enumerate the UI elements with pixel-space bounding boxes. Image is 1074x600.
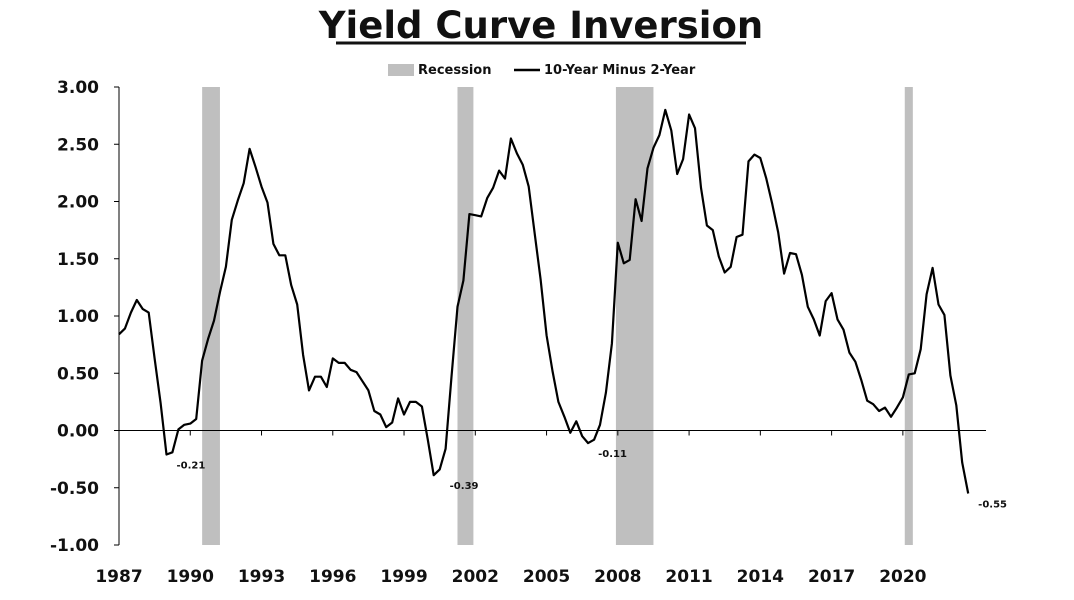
x-tick-label-8: 2011 bbox=[665, 567, 712, 587]
x-tick-label-11: 2020 bbox=[879, 567, 926, 587]
recession-band-3 bbox=[904, 87, 913, 545]
x-tick-label-0: 1987 bbox=[95, 567, 142, 587]
y-tick-label-0: 3.00 bbox=[57, 78, 99, 98]
y-tick-label-3: 1.50 bbox=[57, 250, 99, 270]
y-tick-label-2: 2.00 bbox=[57, 193, 99, 213]
legend-recession-swatch bbox=[388, 64, 414, 76]
x-tick-label-7: 2008 bbox=[594, 567, 641, 587]
x-tick-label-2: 1993 bbox=[238, 567, 285, 587]
legend: Recession 10-Year Minus 2-Year bbox=[388, 63, 696, 78]
x-tick-label-9: 2014 bbox=[737, 567, 784, 587]
y-tick-label-4: 1.00 bbox=[57, 307, 99, 327]
annotation-label-1: -0.39 bbox=[450, 481, 479, 492]
x-tick-label-6: 2005 bbox=[523, 567, 570, 587]
chart-title: Yield Curve Inversion bbox=[318, 4, 764, 47]
series-line-10yr-minus-2yr bbox=[118, 108, 970, 494]
x-tick-label-4: 1999 bbox=[380, 567, 427, 587]
recession-band-2 bbox=[615, 87, 654, 545]
x-tick-label-3: 1996 bbox=[309, 567, 356, 587]
x-tick-label-1: 1990 bbox=[167, 567, 214, 587]
legend-recession-label: Recession bbox=[418, 63, 491, 78]
y-tick-label-1: 2.50 bbox=[57, 135, 99, 155]
recession-bands bbox=[202, 87, 913, 545]
annotation-label-0: -0.21 bbox=[177, 461, 206, 472]
y-tick-label-5: 0.50 bbox=[57, 364, 99, 384]
x-tick-label-5: 2002 bbox=[452, 567, 499, 587]
x-axis-ticks: 1987 1990 1993 1996 1999 2002 2005 2008 2011 2014… bbox=[95, 430, 927, 587]
recession-band-1 bbox=[457, 87, 474, 545]
y-tick-label-7: -0.50 bbox=[50, 479, 99, 499]
y-tick-label-8: -1.00 bbox=[50, 536, 99, 556]
y-tick-label-6: 0.00 bbox=[57, 422, 99, 442]
x-tick-label-10: 2017 bbox=[808, 567, 855, 587]
y-axis-ticks: 3.00 2.50 2.00 1.50 1.00 0.50 0.00 -0.50 -1.00 bbox=[50, 78, 119, 556]
annotations: -0.21 -0.39 -0.11 -0.55 bbox=[177, 449, 1008, 510]
legend-series-label: 10-Year Minus 2-Year bbox=[544, 63, 696, 78]
annotation-label-2: -0.11 bbox=[598, 449, 627, 460]
recession-band-0 bbox=[202, 87, 220, 545]
annotation-label-3: -0.55 bbox=[978, 499, 1007, 510]
